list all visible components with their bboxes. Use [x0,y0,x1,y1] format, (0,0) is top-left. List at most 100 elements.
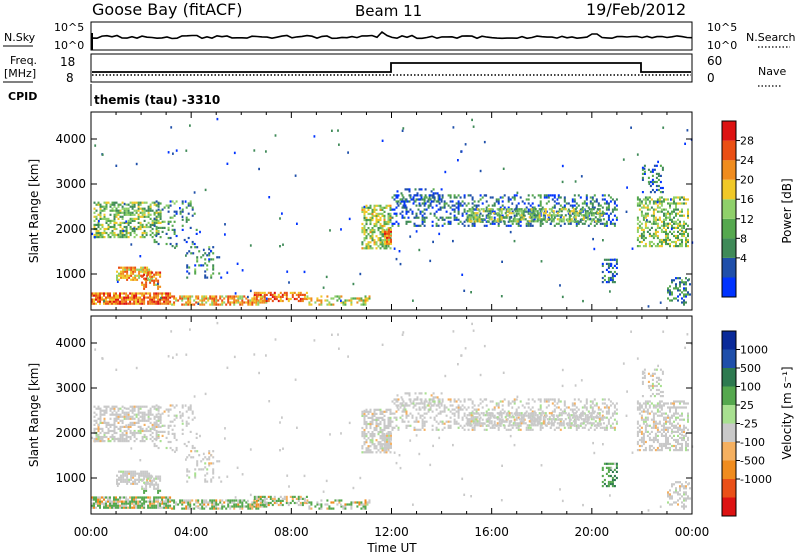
velocity-cell [285,497,288,500]
power-cell [123,302,126,305]
power-cell [140,270,143,273]
velocity-cell [186,456,189,459]
power-cell [293,291,296,294]
power-cell [638,204,641,207]
power-cell [91,298,93,301]
power-cell [585,194,588,197]
power-cell [183,238,186,242]
velocity-cell [397,428,400,431]
power-cell [137,227,140,231]
power-cell [607,264,610,267]
velocity-cell [141,437,144,441]
power-cell [636,198,639,201]
velocity-cell [585,408,588,411]
power-cell [175,200,178,203]
velocity-cell [365,414,368,417]
power-cell [189,124,191,127]
power-cell [466,220,469,223]
velocity-cell [97,502,99,505]
power-cell [215,299,218,302]
velocity-cell [497,404,500,407]
velocity-cell [151,483,154,486]
velocity-cell [137,413,140,416]
power-cell [658,196,661,199]
power-cell [640,240,643,244]
velocity-cell [555,426,558,429]
power-cell [185,301,188,304]
velocity-cell [122,480,125,483]
velocity-cell [587,410,590,413]
power-cell [265,293,268,296]
velocity-cell [144,470,147,473]
power-cell [383,229,386,232]
power-cell [544,220,547,223]
velocity-cell [553,428,556,431]
velocity-cell [247,507,250,510]
power-cell [671,291,673,294]
power-cell [652,208,655,211]
power-cell [155,200,158,203]
power-cell [675,283,677,286]
velocity-cell [143,496,146,499]
power-cell [153,233,156,237]
power-cell [360,299,363,302]
power-cell [141,302,144,305]
power-cell [656,234,659,238]
velocity-cell [159,477,162,480]
power-cell [592,218,595,221]
power-cell [675,240,677,244]
power-cell [115,215,118,218]
power-cell [607,258,610,261]
power-cell [115,211,118,214]
power-cell [381,231,384,234]
velocity-cell [139,502,142,505]
power-cell [142,268,145,271]
velocity-cell [93,502,95,505]
power-cell [369,245,372,248]
velocity-cell [125,440,128,443]
power-cell [468,208,471,211]
power-cell [524,218,527,221]
power-cell [506,210,509,213]
power-cell [667,232,669,235]
power-cell [143,236,146,239]
power-cell [656,206,659,209]
power-cell [93,292,95,295]
velocity-cell [213,501,216,504]
power-cell [129,225,132,229]
power-cell [155,204,158,207]
power-cell [533,218,536,221]
power-cell [279,297,282,301]
power-cell [373,243,376,246]
power-cell [449,222,452,225]
power-cell [541,222,544,225]
power-cell [567,222,570,225]
power-cell [233,303,236,306]
velocity-cell [165,500,168,503]
power-cell [602,218,605,221]
velocity-cell [118,470,120,473]
power-cell [400,200,403,203]
power-cell [157,296,160,299]
velocity-cell [437,412,440,415]
velocity-cell [483,428,486,431]
velocity-cell [199,503,202,506]
velocity-cell [155,431,158,435]
power-cell [203,297,206,300]
power-cell [159,302,162,305]
velocity-cell [421,424,424,427]
velocity-cell [103,433,106,437]
power-cell [135,211,138,214]
velocity-cell [165,436,168,439]
power-cell [388,234,390,237]
power-cell [461,212,464,215]
power-cell [127,223,130,226]
velocity-cell [129,415,132,418]
velocity-cell [145,483,148,486]
power-cell [560,220,563,223]
power-cell [143,215,146,218]
power-cell [508,210,511,213]
velocity-cell [125,415,128,418]
power-cell [655,180,658,184]
velocity-cell [200,460,203,463]
